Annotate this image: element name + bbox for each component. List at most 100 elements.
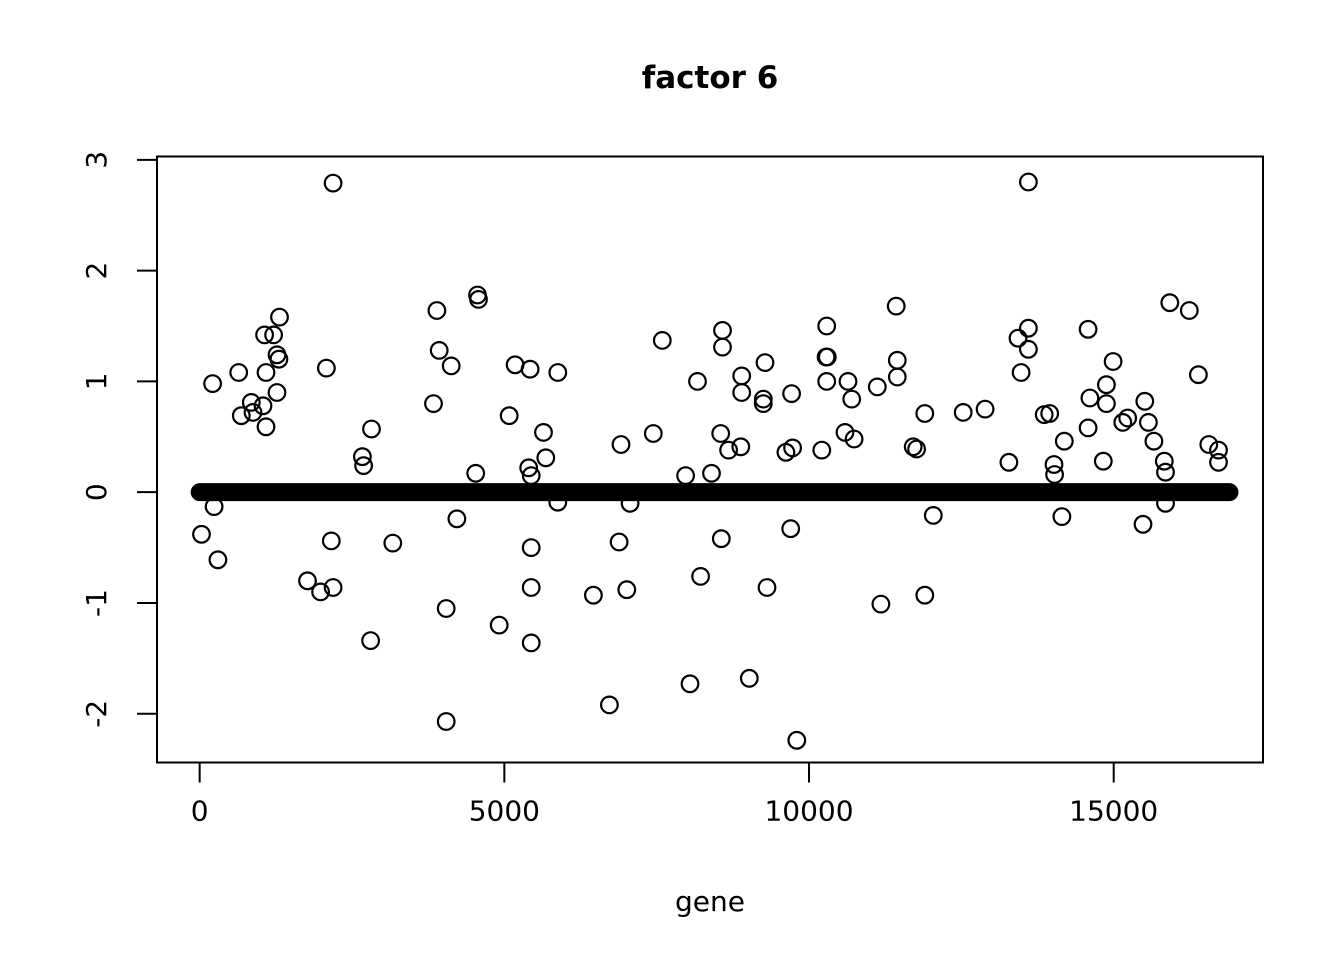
data-point	[1096, 375, 1116, 395]
data-point	[436, 599, 456, 618]
data-point	[441, 356, 461, 376]
data-point	[867, 377, 887, 397]
x-tick-label: 0	[191, 795, 209, 828]
data-point	[1045, 465, 1064, 484]
data-point	[975, 399, 995, 419]
data-point	[436, 712, 456, 731]
data-point	[1209, 452, 1228, 472]
data-point	[782, 384, 801, 404]
y-tick-label: 0	[80, 483, 113, 501]
data-point	[1103, 352, 1123, 371]
data-point	[817, 372, 837, 391]
data-point	[907, 439, 926, 459]
y-tick-label: -1	[80, 589, 113, 617]
data-point	[521, 633, 541, 653]
data-point	[255, 325, 275, 345]
data-point	[844, 429, 864, 449]
data-point	[447, 509, 467, 529]
data-point	[311, 582, 331, 602]
data-point	[842, 389, 862, 409]
data-point	[203, 374, 223, 394]
data-point	[1133, 514, 1153, 534]
data-point	[519, 458, 539, 478]
data-point	[317, 358, 336, 378]
data-point	[611, 435, 631, 454]
data-point	[713, 321, 732, 340]
data-point	[609, 532, 629, 552]
x-tick-label: 15000	[1069, 795, 1158, 828]
data-point	[383, 533, 403, 553]
data-point	[1138, 413, 1158, 432]
y-tick-label: 2	[80, 262, 113, 280]
data-point	[520, 359, 540, 379]
data-point	[264, 325, 284, 345]
data-point	[702, 463, 721, 483]
data-point	[999, 452, 1019, 472]
data-point	[787, 730, 807, 750]
data-point	[1054, 431, 1074, 451]
x-tick-label: 5000	[469, 795, 540, 828]
data-point	[1160, 293, 1180, 313]
data-point	[915, 404, 935, 423]
x-tick-label: 10000	[764, 795, 853, 828]
data-point	[781, 519, 801, 539]
data-point	[1008, 328, 1028, 348]
data-point	[243, 403, 263, 422]
data-point	[871, 594, 891, 614]
data-point	[427, 301, 447, 320]
data-point	[652, 331, 672, 350]
y-tick-label: -2	[80, 700, 113, 728]
data-point	[732, 366, 752, 386]
data-point	[713, 337, 732, 357]
y-tick-label: 3	[80, 151, 113, 169]
data-point	[1113, 413, 1133, 432]
data-point	[1019, 339, 1038, 359]
data-point	[643, 424, 663, 443]
data-point	[424, 394, 443, 414]
data-point	[1154, 451, 1174, 471]
data-point	[298, 571, 317, 591]
data-point	[753, 394, 773, 414]
data-point	[617, 580, 637, 600]
data-point	[676, 466, 695, 486]
data-point	[354, 456, 374, 476]
y-tick-label: 1	[80, 372, 113, 390]
data-point	[241, 393, 261, 412]
data-point	[732, 383, 752, 402]
data-point	[584, 585, 603, 605]
data-point	[323, 578, 343, 597]
data-point	[321, 531, 341, 551]
data-point	[1096, 394, 1116, 414]
data-point	[253, 396, 273, 416]
data-point	[755, 353, 775, 373]
data-point	[256, 363, 276, 382]
data-point	[1144, 431, 1164, 451]
data-point	[466, 463, 486, 483]
plot-box	[156, 155, 1264, 764]
data-point	[711, 424, 731, 443]
data-point	[1040, 404, 1060, 423]
data-point	[886, 296, 906, 316]
data-point	[887, 350, 907, 370]
data-point	[429, 341, 449, 360]
data-point	[361, 631, 381, 650]
data-point	[757, 578, 777, 597]
data-point	[1044, 455, 1064, 474]
data-point	[731, 437, 751, 457]
data-point	[903, 437, 923, 457]
data-point	[548, 363, 568, 382]
data-point	[269, 349, 289, 369]
data-point	[1188, 365, 1208, 385]
data-point	[1019, 318, 1038, 338]
data-point	[1199, 435, 1219, 454]
data-point	[719, 440, 738, 460]
data-point	[489, 615, 509, 635]
data-point	[1118, 408, 1138, 428]
data-point	[536, 448, 556, 468]
x-axis-label: gene	[675, 885, 745, 918]
data-point	[1080, 388, 1100, 408]
data-point	[270, 307, 289, 327]
data-point	[1019, 172, 1038, 192]
data-point	[267, 383, 287, 402]
data-point	[1156, 462, 1175, 482]
